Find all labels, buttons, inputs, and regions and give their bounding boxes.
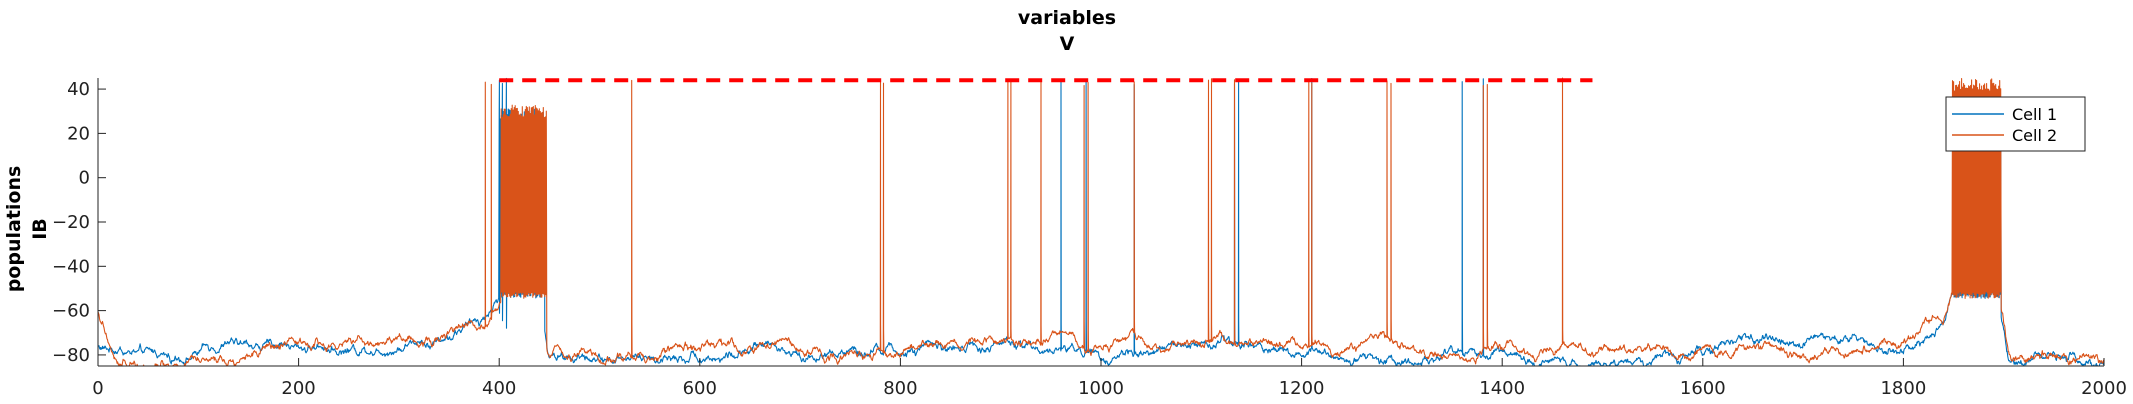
x-tick-label: 0 bbox=[92, 378, 103, 399]
x-tick-label: 1400 bbox=[1479, 378, 1525, 399]
y-tick-label: −20 bbox=[52, 212, 90, 233]
series-line-1 bbox=[98, 77, 2104, 366]
y-axis-label-line-2: IB bbox=[29, 218, 51, 240]
ticks: 0 200 400 600 800 1000 1200 1400 1600 1800 2000−80… bbox=[52, 79, 2127, 399]
x-tick-label: 600 bbox=[683, 378, 717, 399]
x-tick-label: 800 bbox=[883, 378, 917, 399]
x-tick-label: 1600 bbox=[1680, 378, 1726, 399]
legend-label-1: Cell 1 bbox=[2012, 105, 2057, 124]
chart-title-line-1: variables bbox=[1018, 7, 1116, 29]
legend: Cell 1 Cell 2 bbox=[1945, 96, 2086, 152]
y-tick-label: −40 bbox=[52, 256, 90, 277]
y-tick-label: 20 bbox=[67, 123, 90, 144]
plot-area bbox=[98, 77, 2104, 366]
y-tick-label: −80 bbox=[52, 345, 90, 366]
legend-label-2: Cell 2 bbox=[2012, 126, 2057, 145]
x-tick-label: 1800 bbox=[1880, 378, 1926, 399]
x-tick-label: 1000 bbox=[1078, 378, 1124, 399]
y-tick-label: 40 bbox=[67, 79, 90, 100]
x-tick-label: 400 bbox=[482, 378, 516, 399]
y-tick-label: −60 bbox=[52, 301, 90, 322]
x-tick-label: 200 bbox=[281, 378, 315, 399]
y-axis-label-line-1: populations bbox=[3, 166, 25, 293]
axes bbox=[97, 78, 2104, 367]
y-tick-label: 0 bbox=[79, 168, 90, 189]
legend-box bbox=[1945, 96, 2086, 152]
x-tick-label: 2000 bbox=[2081, 378, 2127, 399]
series-line-2 bbox=[98, 77, 2104, 366]
x-tick-label: 1200 bbox=[1279, 378, 1325, 399]
chart-title-line-2: V bbox=[1060, 33, 1075, 55]
